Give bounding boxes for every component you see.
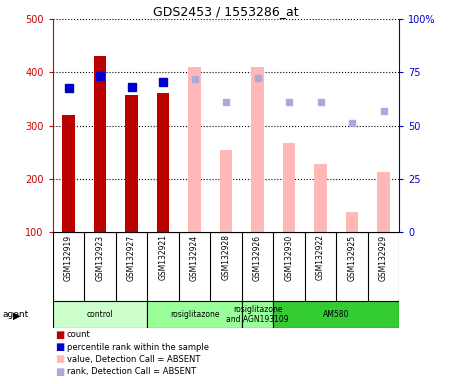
Text: GSM132926: GSM132926 [253,234,262,281]
Bar [94,56,106,232]
Text: GSM132925: GSM132925 [347,234,357,281]
Text: GSM132930: GSM132930 [285,234,294,281]
Bar [251,67,264,232]
Text: ■: ■ [55,330,64,340]
Text: GSM132928: GSM132928 [222,234,230,280]
Bar [125,95,138,232]
Bar [62,115,75,232]
Bar [147,301,242,328]
Bar [53,301,147,328]
Text: GSM132927: GSM132927 [127,234,136,281]
Text: ■: ■ [55,342,64,352]
Text: agent: agent [2,310,28,319]
Text: ■: ■ [55,354,64,364]
Text: GSM132923: GSM132923 [95,234,105,281]
Bar [283,143,296,232]
Bar [188,67,201,232]
Title: GDS2453 / 1553286_at: GDS2453 / 1553286_at [153,5,299,18]
Text: rank, Detection Call = ABSENT: rank, Detection Call = ABSENT [67,367,196,376]
Text: GSM132921: GSM132921 [158,234,168,280]
Bar [346,212,358,232]
Bar [377,172,390,232]
Bar [220,150,232,232]
Text: ■: ■ [55,367,64,377]
Text: count: count [67,330,90,339]
Bar [157,93,169,232]
Text: rosiglitazone: rosiglitazone [170,310,219,319]
Bar [242,301,273,328]
Text: GSM132924: GSM132924 [190,234,199,281]
Text: value, Detection Call = ABSENT: value, Detection Call = ABSENT [67,355,200,364]
Text: AM580: AM580 [323,310,349,319]
Text: ▶: ▶ [13,311,20,321]
Bar [314,164,327,232]
Text: GSM132929: GSM132929 [379,234,388,281]
Text: percentile rank within the sample: percentile rank within the sample [67,343,208,352]
Text: control: control [87,310,113,319]
Text: GSM132922: GSM132922 [316,234,325,280]
Text: GSM132919: GSM132919 [64,234,73,281]
Bar [273,301,399,328]
Text: rosiglitazone
and AGN193109: rosiglitazone and AGN193109 [226,305,289,324]
